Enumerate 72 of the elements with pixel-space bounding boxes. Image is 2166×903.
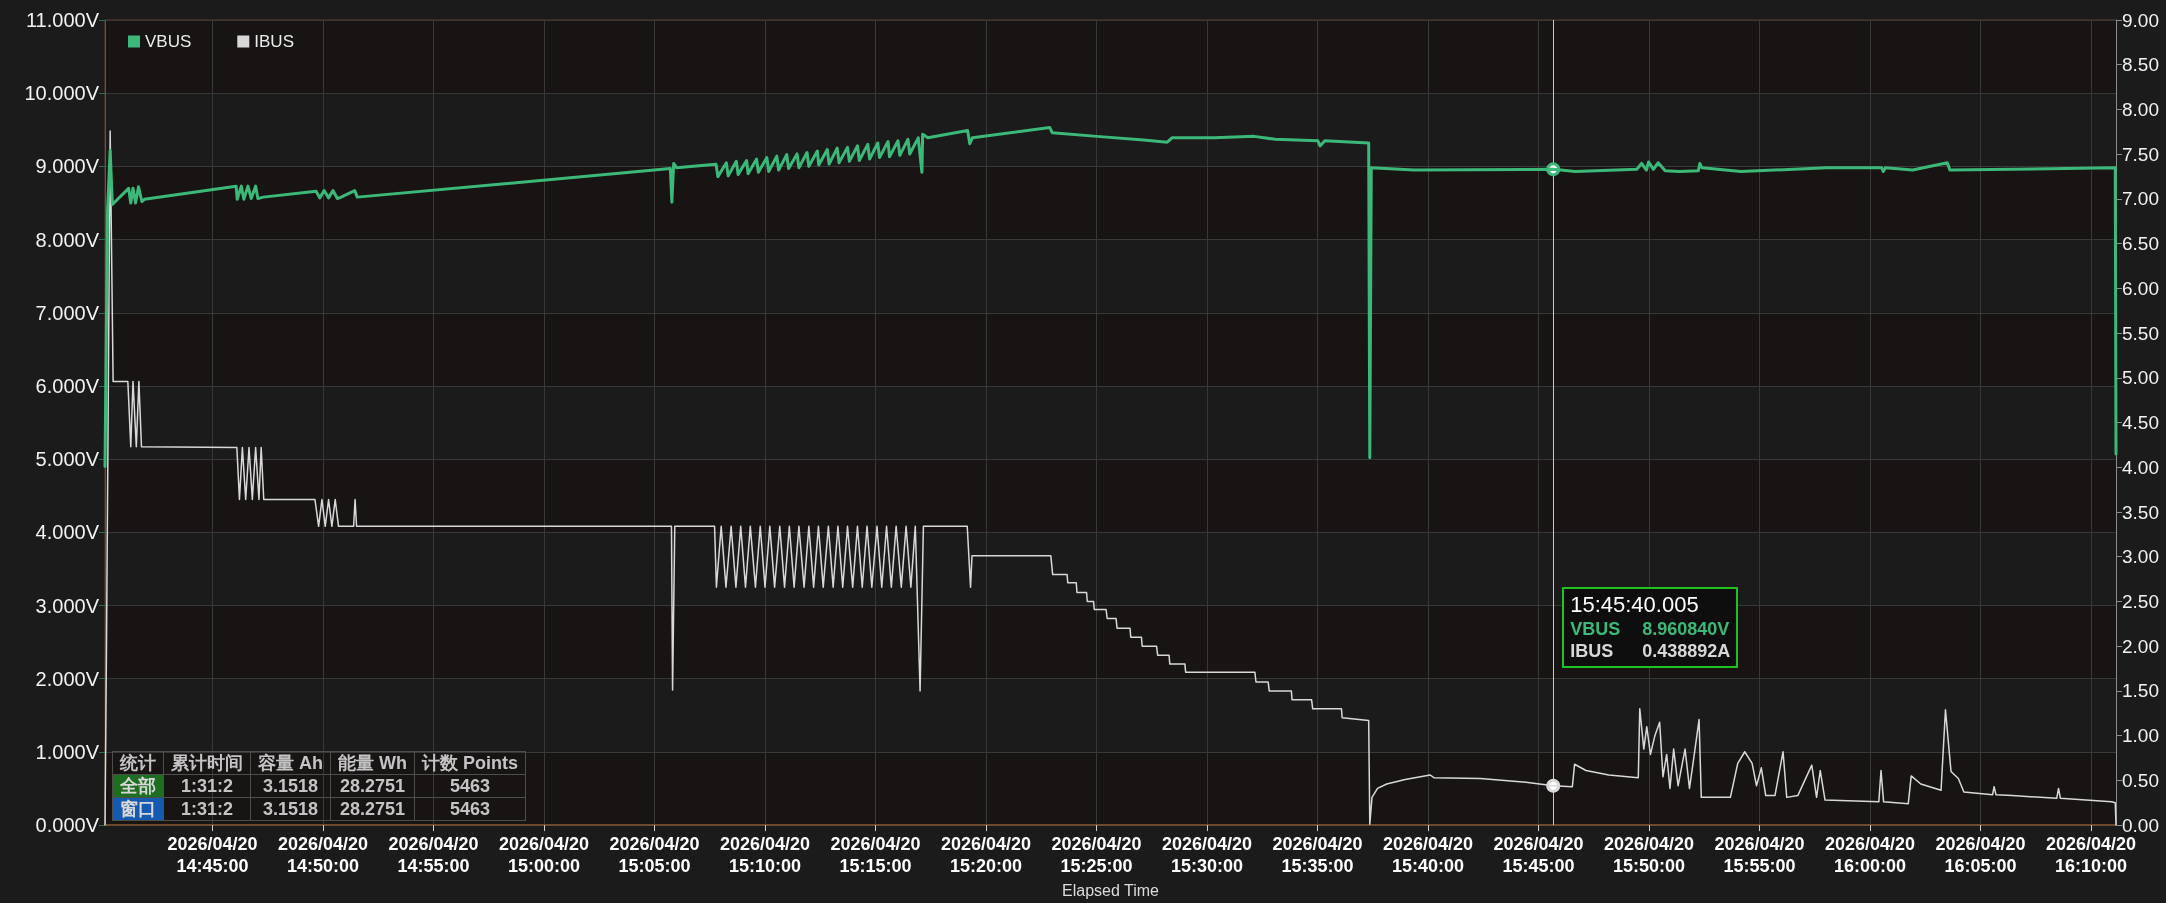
- y2-tick-label: 0.00: [2122, 814, 2159, 836]
- x-tick-label: 2026/04/20 16:10:00: [2045, 834, 2136, 877]
- y-tick-label: 5.000V: [35, 448, 100, 471]
- annotation: IBUS: [1570, 640, 1615, 662]
- y2-tick-label: 5.50: [2122, 322, 2159, 344]
- x-tick-label: 2026/04/20 14:50:00: [278, 834, 369, 877]
- y2-tick-label: 3.50: [2122, 501, 2159, 523]
- annotation: 能量 Wh: [330, 751, 415, 775]
- y-tick-label: 4.000V: [35, 521, 100, 544]
- y-tick-label: 10.000V: [24, 82, 100, 105]
- y2-tick-label: 0.50: [2122, 769, 2159, 791]
- annotation: 窗口: [112, 797, 164, 821]
- x-axis-title: Elapsed Time: [1062, 881, 1160, 899]
- x-tick-label: 2026/04/20 15:10:00: [719, 834, 811, 877]
- annotation: 3.1518: [250, 774, 331, 798]
- x-tick-label: 2026/04/20 15:20:00: [940, 834, 1032, 877]
- annotation: 3.1518: [250, 797, 331, 821]
- y2-tick-label: 9.00: [2122, 9, 2159, 31]
- y2-tick-label: 8.00: [2122, 98, 2159, 120]
- y-tick-label: 1.000V: [35, 740, 100, 763]
- x-tick-label: 2026/04/20 15:05:00: [609, 834, 700, 877]
- y2-tick-label: 6.00: [2122, 277, 2159, 299]
- annotation: 5463: [414, 797, 526, 821]
- y-tick-label: 11.000V: [25, 9, 100, 31]
- x-tick-label: 2026/04/20 15:50:00: [1603, 834, 1695, 877]
- y2-tick-label: 8.50: [2122, 54, 2159, 76]
- x-tick-label: 2026/04/20 15:15:00: [830, 834, 921, 877]
- x-tick-label: 2026/04/20 15:45:00: [1493, 834, 1584, 877]
- x-tick-label: 2026/04/20 15:55:00: [1714, 834, 1805, 877]
- y2-tick-label: 2.50: [2122, 590, 2159, 612]
- y-tick-label: 0.000V: [35, 814, 100, 837]
- y-tick-label: 7.000V: [35, 301, 100, 324]
- x-tick-label: 2026/04/20 15:00:00: [498, 834, 590, 877]
- legend-label: IBUS: [254, 32, 294, 51]
- y2-tick-label: 1.00: [2122, 725, 2159, 747]
- y2-tick-label: 7.00: [2122, 188, 2159, 210]
- x-tick-label: 2026/04/20 14:55:00: [388, 834, 479, 877]
- annotation: 0.438892A: [1642, 640, 1731, 662]
- y2-tick-label: 3.00: [2122, 546, 2159, 568]
- annotation: 计数 Points: [414, 751, 526, 775]
- x-tick-label: 2026/04/20 15:35:00: [1272, 834, 1363, 877]
- y2-tick-label: 2.00: [2122, 635, 2159, 657]
- annotation: 累计时间: [163, 751, 251, 775]
- x-tick-label: 2026/04/20 15:40:00: [1382, 834, 1474, 877]
- y-tick-label: 2.000V: [35, 667, 100, 690]
- y-tick-label: 3.000V: [35, 594, 100, 617]
- y2-tick-label: 7.50: [2122, 143, 2159, 165]
- annotation: 1:31:2: [163, 774, 251, 798]
- x-tick-label: 2026/04/20 15:25:00: [1051, 834, 1142, 877]
- annotation: 1:31:2: [163, 797, 251, 821]
- annotation: VBUS: [1570, 618, 1621, 640]
- annotation: 15:45:40.005: [1570, 592, 1700, 618]
- x-tick-label: 2026/04/20 16:00:00: [1824, 834, 1916, 877]
- x-tick-label: 2026/04/20 14:45:00: [167, 834, 258, 877]
- y-tick-label: 6.000V: [35, 374, 100, 397]
- y-tick-label: 9.000V: [35, 155, 100, 178]
- legend-label: VBUS: [145, 32, 192, 51]
- x-tick-label: 2026/04/20 15:30:00: [1161, 834, 1253, 877]
- y2-tick-label: 4.00: [2122, 456, 2159, 478]
- annotation: 统计: [112, 751, 164, 775]
- annotation: 28.2751: [330, 774, 415, 798]
- y2-tick-label: 5.00: [2122, 367, 2159, 389]
- annotation: 28.2751: [330, 797, 415, 821]
- annotation: 容量 Ah: [250, 751, 331, 775]
- y2-tick-label: 4.50: [2122, 412, 2159, 434]
- annotation: 8.960840V: [1642, 618, 1731, 640]
- y2-tick-label: 1.50: [2122, 680, 2159, 702]
- x-tick-label: 2026/04/20 16:05:00: [1935, 834, 2026, 877]
- y-tick-label: 8.000V: [35, 228, 100, 251]
- y2-tick-label: 6.50: [2122, 233, 2159, 255]
- annotation: 5463: [414, 774, 526, 798]
- annotation: 全部: [112, 774, 164, 798]
